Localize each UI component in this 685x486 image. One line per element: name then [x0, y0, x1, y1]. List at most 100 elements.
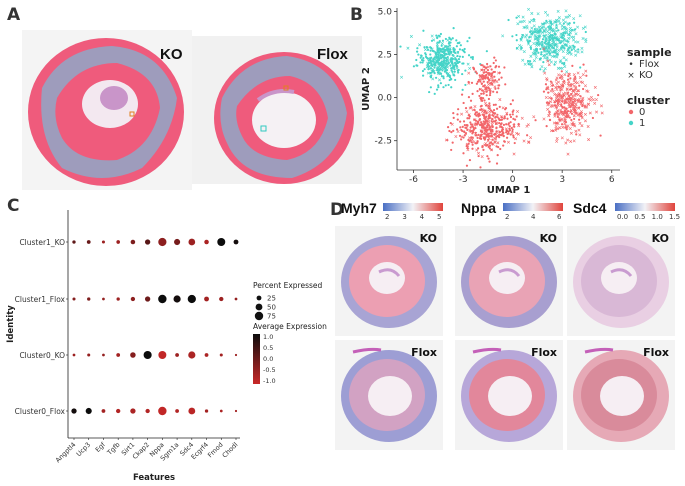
umap-point: [533, 27, 536, 31]
umap-point: [531, 51, 535, 55]
umap-point: [479, 80, 482, 83]
umap-point: [429, 53, 432, 56]
umap-point: [465, 164, 469, 167]
umap-point: [486, 80, 489, 84]
umap-point: [515, 131, 519, 135]
umap-point: [581, 73, 585, 77]
gene-scale-tick: 6: [557, 213, 562, 221]
dot-point: [219, 353, 223, 357]
umap-point: [544, 27, 548, 31]
umap-point: [567, 98, 571, 102]
umap-point: [448, 37, 452, 40]
umap-point: [487, 97, 491, 101]
umap-point: [517, 122, 520, 126]
umap-point: [576, 106, 580, 110]
umap-point: [426, 48, 430, 51]
umap-point: [561, 125, 565, 129]
umap-point: [560, 75, 564, 79]
umap-point: [571, 88, 575, 93]
umap-point: [553, 104, 556, 107]
spatial-valve: [610, 268, 633, 277]
umap-point: [484, 120, 487, 123]
umap-point: [579, 95, 582, 98]
umap-point: [536, 12, 540, 16]
umap-point: [557, 73, 561, 77]
umap-point: [457, 71, 460, 74]
umap-point: [562, 63, 566, 66]
umap-point: [477, 133, 480, 136]
gene-scale-tick: 0.0: [617, 213, 629, 221]
spatial-valve: [378, 268, 401, 277]
umap-point: [540, 65, 544, 69]
umap-point: [434, 51, 437, 54]
umap-point: [568, 116, 571, 119]
umap-point: [427, 67, 430, 71]
umap-point: [499, 147, 502, 151]
umap-point: [488, 125, 492, 129]
dot-size-legend-label: 75: [267, 313, 276, 321]
umap-point: [573, 21, 576, 24]
umap-point: [486, 77, 490, 80]
umap-point: [560, 104, 563, 107]
umap-series-3: [460, 56, 507, 106]
dot-point: [173, 295, 181, 303]
umap-point: [565, 115, 568, 118]
umap-point: [487, 120, 491, 124]
umap-point: [563, 30, 567, 34]
umap-point: [516, 109, 520, 114]
umap-point: [553, 101, 556, 104]
umap-point: [536, 42, 539, 45]
dot-point: [116, 353, 121, 357]
dot-point: [234, 297, 238, 301]
umap-point: [467, 113, 471, 117]
umap-point: [476, 136, 479, 139]
dot-identity-label: Cluster0_KO: [19, 351, 65, 360]
umap-point: [461, 48, 464, 52]
spatial-valve: [352, 347, 382, 354]
umap-point: [476, 90, 479, 93]
dot-identity-label: Cluster1_KO: [19, 238, 65, 247]
umap-point: [482, 92, 485, 95]
umap-point: [473, 105, 477, 109]
umap-point: [585, 89, 589, 93]
umap-point: [432, 60, 436, 64]
umap-point: [563, 20, 567, 24]
dot-point: [204, 409, 209, 413]
umap-point: [572, 103, 575, 107]
umap-legend-sample-label: KO: [639, 70, 653, 81]
umap-point: [421, 69, 425, 73]
umap-point: [426, 46, 429, 49]
umap-point: [406, 46, 410, 50]
umap-point: [494, 119, 498, 122]
umap-point: [487, 104, 491, 108]
umap-point: [481, 113, 484, 116]
umap-point: [477, 151, 481, 155]
umap-point: [577, 48, 580, 51]
umap-point: [496, 154, 499, 157]
umap-point: [497, 78, 501, 81]
umap-point: [484, 75, 487, 79]
umap-point: [511, 99, 514, 102]
umap-point: [446, 126, 450, 129]
dot-point: [130, 296, 136, 302]
umap-point: [466, 40, 469, 43]
umap-point: [500, 118, 503, 122]
umap-point: [513, 125, 516, 128]
umap-point: [480, 75, 483, 79]
umap-point: [437, 86, 440, 89]
umap-point: [462, 130, 466, 133]
umap-point: [424, 53, 427, 56]
dot-point: [130, 352, 136, 358]
umap-point: [501, 127, 505, 131]
dot-point: [233, 239, 239, 245]
umap-point: [500, 76, 503, 79]
umap-point: [430, 39, 434, 42]
umap-x-tick-label: 0: [510, 175, 516, 185]
panel-d-letter: D: [330, 200, 345, 220]
umap-point: [458, 60, 461, 64]
umap-point: [421, 61, 424, 64]
umap-point: [490, 132, 493, 135]
umap-point: [448, 46, 452, 50]
dot-color-legend-label: 0.5: [263, 344, 273, 352]
umap-point: [488, 102, 491, 105]
